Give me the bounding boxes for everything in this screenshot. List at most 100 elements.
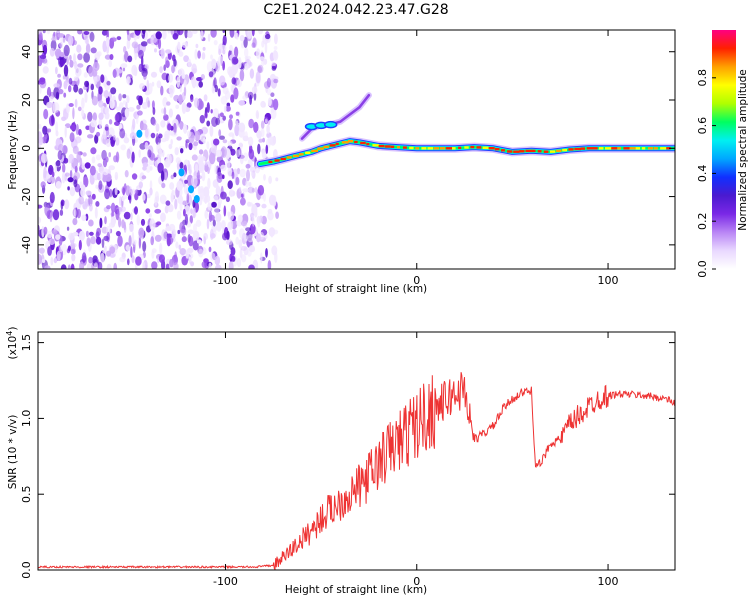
noise-speckle	[94, 207, 98, 219]
noise-speckle	[87, 111, 93, 122]
noise-speckle	[167, 30, 171, 34]
noise-speckle	[217, 201, 221, 209]
noise-speckle	[89, 165, 96, 176]
noise-speckle	[248, 202, 253, 207]
noise-speckle	[159, 66, 163, 74]
noise-speckle	[93, 75, 98, 85]
noise-speckle	[142, 241, 147, 252]
noise-speckle	[118, 123, 123, 130]
noise-speckle	[142, 162, 149, 168]
noise-speckle	[142, 166, 147, 171]
snr-scale-multiplier: (x104)	[5, 327, 19, 360]
noise-speckle	[59, 42, 63, 48]
snr-scale-prefix: (x10	[7, 336, 19, 360]
noise-speckle	[181, 73, 186, 79]
noise-speckle	[170, 30, 174, 36]
trace-peak-segment	[641, 147, 646, 150]
noise-speckle	[83, 31, 90, 35]
noise-speckle	[158, 133, 163, 139]
noise-speckle	[238, 187, 242, 193]
trace-peak-segment	[292, 154, 299, 158]
noise-speckle	[238, 128, 245, 138]
spectrogram-x-tick-label: 100	[598, 274, 619, 287]
noise-speckle	[144, 90, 151, 96]
noise-speckle	[175, 241, 179, 249]
noise-speckle	[230, 94, 235, 103]
noise-speckle	[206, 218, 210, 230]
noise-speckle	[95, 131, 101, 137]
noise-speckle	[249, 68, 255, 79]
trace-peak-segment	[335, 142, 339, 146]
noise-speckle	[235, 176, 240, 186]
spectrogram-y-tick-label: 20	[20, 93, 33, 107]
noise-speckle	[72, 218, 78, 226]
noise-speckle	[196, 239, 202, 244]
noise-speckle	[260, 252, 263, 264]
noise-speckle	[183, 159, 189, 166]
noise-speckle	[219, 135, 225, 140]
noise-speckle	[69, 60, 74, 68]
noise-speckle	[138, 237, 142, 249]
noise-speckle	[38, 144, 41, 151]
noise-speckle	[99, 252, 105, 264]
noise-speckle	[254, 209, 258, 218]
noise-speckle	[83, 176, 89, 188]
noise-speckle	[155, 31, 162, 40]
noise-speckle	[59, 59, 65, 66]
spectrogram-frame	[37, 29, 676, 270]
noise-speckle	[67, 35, 74, 46]
noise-speckle	[267, 211, 274, 221]
noise-speckle	[92, 112, 98, 122]
noise-speckle	[201, 156, 206, 162]
noise-speckle	[41, 258, 46, 263]
noise-speckle	[106, 250, 111, 257]
noise-speckle	[86, 237, 91, 247]
noise-speckle	[77, 30, 83, 35]
noise-speckle	[262, 137, 265, 143]
noise-speckle	[257, 143, 261, 155]
spectrogram-panel: -100 0 100 -40 -20 0 20 40 Height of straight l…	[7, 29, 676, 295]
noise-speckle	[213, 59, 217, 66]
noise-speckle	[66, 226, 70, 231]
noise-speckle	[257, 64, 264, 74]
noise-speckle	[108, 60, 112, 68]
noise-speckle	[89, 203, 93, 212]
noise-speckle	[151, 118, 157, 126]
trace-peak-segment	[396, 146, 400, 149]
noise-speckle	[98, 180, 103, 191]
noise-speckle	[57, 33, 65, 38]
trace-peak-segment	[458, 146, 462, 150]
spectrogram-ticks: -100 0 100 -40 -20 0 20 40	[20, 30, 675, 287]
noise-speckle	[163, 107, 167, 116]
noise-speckle	[77, 106, 82, 112]
noise-speckle	[59, 245, 63, 253]
noise-speckle	[162, 231, 168, 242]
noise-speckle	[41, 153, 48, 164]
noise-speckle	[73, 76, 79, 82]
noise-speckle	[208, 71, 214, 78]
noise-speckle	[199, 114, 205, 124]
noise-speckle	[229, 188, 234, 198]
trace-peak-segment	[660, 147, 667, 150]
noise-speckle	[216, 156, 224, 163]
noise-speckle	[131, 151, 135, 164]
noise-speckle	[248, 148, 255, 160]
noise-speckle	[129, 132, 137, 140]
noise-speckle	[206, 102, 210, 113]
noise-speckle	[197, 185, 201, 195]
noise-speckle	[65, 172, 70, 177]
noise-speckle	[211, 201, 217, 208]
trace-peak-segment	[384, 145, 391, 148]
noise-speckle	[91, 156, 96, 164]
noise-speckle	[261, 149, 267, 160]
noise-speckle	[206, 120, 211, 127]
trace-peak-segment	[507, 150, 513, 153]
noise-speckle	[207, 33, 211, 42]
noise-speckle	[55, 130, 59, 137]
trace-peak-segment	[445, 147, 453, 150]
noise-speckle	[93, 262, 99, 269]
trace-peak-segment	[311, 149, 318, 153]
noise-speckle	[212, 108, 219, 117]
noise-speckle	[123, 137, 130, 144]
noise-speckle	[138, 63, 143, 73]
